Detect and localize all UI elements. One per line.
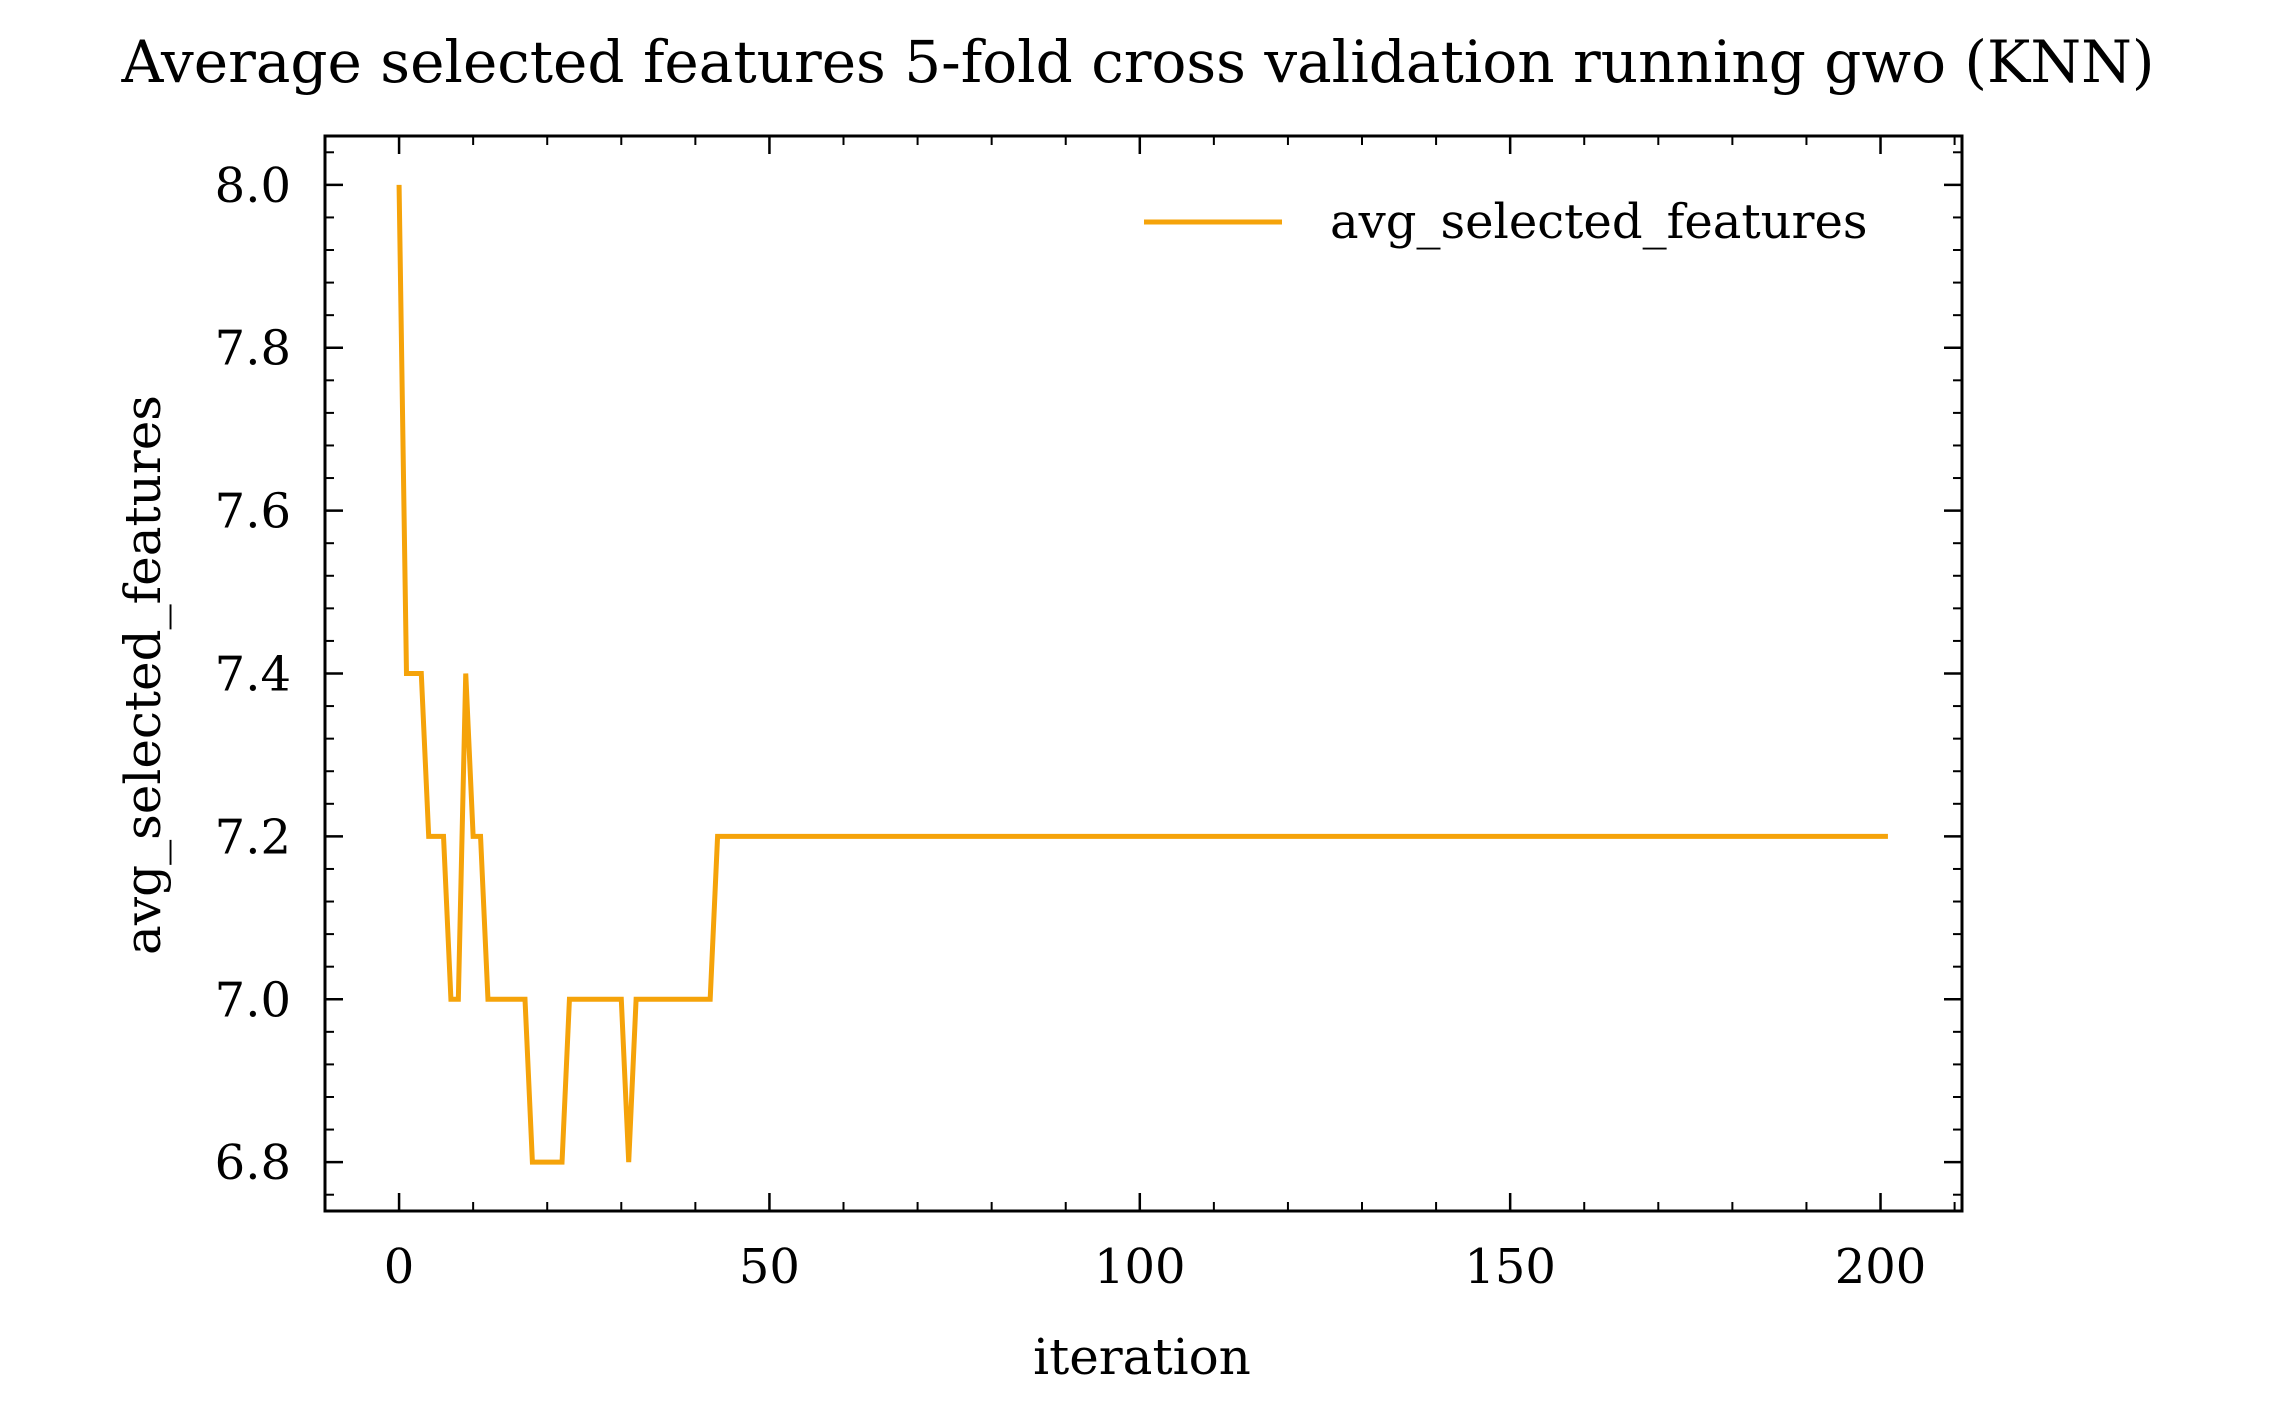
x-tick-label: 200 [1835, 1239, 1927, 1295]
x-tick-label: 50 [739, 1239, 800, 1295]
y-tick-label: 7.6 [215, 484, 291, 540]
legend-label: avg_selected_features [1330, 194, 1868, 250]
axis-ticks [324, 136, 1962, 1211]
x-tick-label: 150 [1464, 1239, 1556, 1295]
y-axis-label: avg_selected_features [114, 395, 172, 955]
x-axis-label: iteration [1033, 1328, 1251, 1386]
x-tick-label: 0 [384, 1239, 415, 1295]
y-tick-label: 6.8 [215, 1135, 291, 1191]
x-tick-label: 100 [1094, 1239, 1186, 1295]
y-tick-label: 7.2 [215, 809, 291, 865]
chart-title: Average selected features 5-fold cross v… [120, 28, 2154, 96]
tick-labels: 0 50 100 150 200 6.8 7.0 7.2 7.4 7.6 7.8 8.0 [215, 158, 1927, 1295]
plot-frame [323, 134, 1964, 1213]
legend: avg_selected_features [1144, 194, 1868, 250]
plot-area [323, 134, 1964, 1213]
y-tick-label: 7.4 [215, 647, 291, 703]
series-lines [396, 184, 1888, 1165]
series-line [396, 184, 1888, 1165]
y-tick-label: 8.0 [215, 158, 291, 214]
y-tick-label: 7.8 [215, 321, 291, 377]
y-tick-label: 7.0 [215, 972, 291, 1028]
